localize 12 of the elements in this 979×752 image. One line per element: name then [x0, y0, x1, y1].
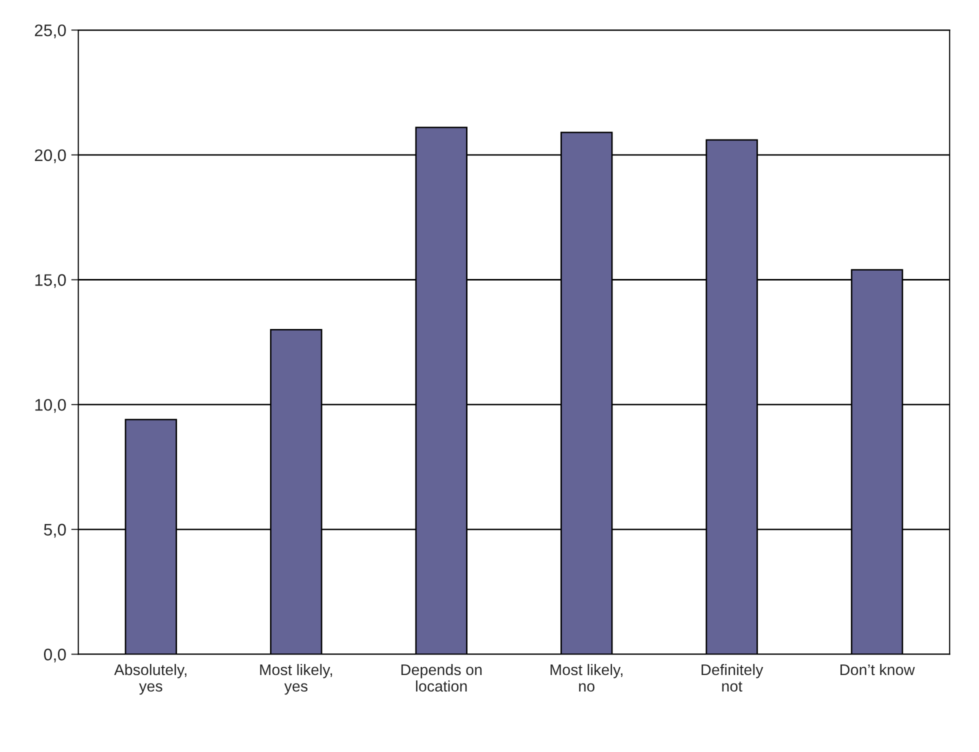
y-tick-label: 10,0 [35, 398, 66, 413]
y-tick-label: 5,0 [44, 524, 66, 538]
x-tick-label: Depends on location [401, 664, 482, 692]
y-tick-label: 0,0 [44, 648, 66, 662]
x-tick-label: Absolutely, yes [114, 664, 186, 695]
x-tick-label: Don’t know [840, 664, 915, 676]
x-tick-label: Most likely, no [550, 664, 622, 692]
y-tick-label: 25,0 [34, 24, 66, 38]
x-tick-label: Most likely, yes [260, 664, 332, 695]
y-tick-label: 15,0 [35, 274, 66, 288]
x-tick-label: Definitely not [702, 664, 764, 692]
y-tick-label: 20,0 [34, 149, 66, 164]
